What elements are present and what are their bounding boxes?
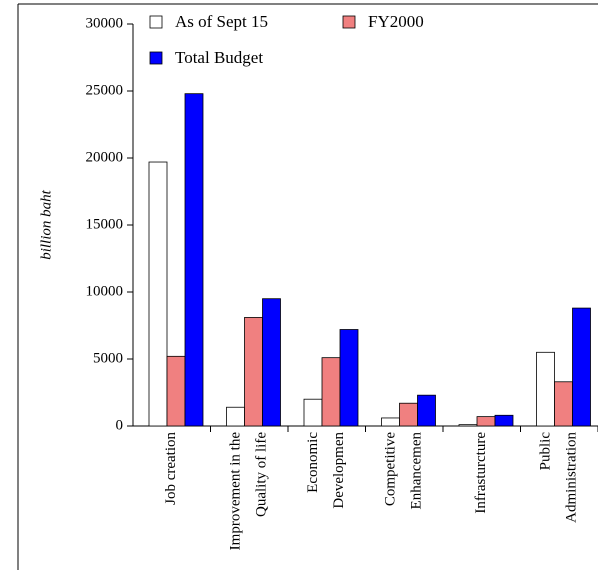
- x-tick-label: Developmen: [331, 432, 347, 509]
- legend-swatch: [149, 15, 163, 29]
- bar: [262, 298, 281, 427]
- bar: [399, 402, 418, 427]
- y-tick-label: 20000: [86, 149, 124, 165]
- x-tick-label: Quality of life: [254, 432, 270, 517]
- bar: [554, 381, 573, 427]
- bar: [494, 414, 514, 427]
- x-tick-label: Infrasturcture: [473, 432, 489, 514]
- y-tick-label: 25000: [86, 82, 124, 98]
- y-tick-label: 0: [116, 417, 124, 433]
- legend-label: As of Sept 15: [175, 12, 268, 31]
- bar: [339, 329, 359, 427]
- x-tick-label: Administration: [564, 432, 580, 523]
- y-tick-label: 5000: [93, 350, 123, 366]
- x-tick-label: Economic: [305, 432, 321, 493]
- bar: [148, 161, 168, 427]
- y-axis-label: billion baht: [38, 189, 54, 259]
- bar: [166, 355, 186, 427]
- x-tick-label: Competitive: [383, 432, 399, 507]
- bar: [536, 351, 555, 427]
- y-tick-label: 15000: [86, 216, 124, 232]
- legend-label: Total Budget: [175, 48, 263, 67]
- x-tick-label: Improvement in the: [228, 432, 244, 551]
- bar: [184, 93, 204, 427]
- bar: [572, 307, 591, 427]
- y-tick-label: 10000: [86, 283, 124, 299]
- x-tick-label: Enhancemen: [409, 432, 425, 510]
- bar: [476, 416, 496, 427]
- bar: [417, 394, 436, 427]
- bar: [458, 424, 478, 427]
- bar: [303, 398, 323, 427]
- legend-label: FY2000: [368, 12, 424, 31]
- x-tick-label: Job creation: [163, 432, 179, 505]
- bar: [244, 317, 263, 427]
- y-tick-label: 30000: [86, 15, 124, 31]
- bar: [226, 406, 245, 427]
- bar: [321, 357, 341, 427]
- legend-swatch: [342, 15, 356, 29]
- bar: [381, 417, 400, 427]
- x-tick-label: Public: [538, 432, 554, 471]
- legend-swatch: [149, 51, 163, 65]
